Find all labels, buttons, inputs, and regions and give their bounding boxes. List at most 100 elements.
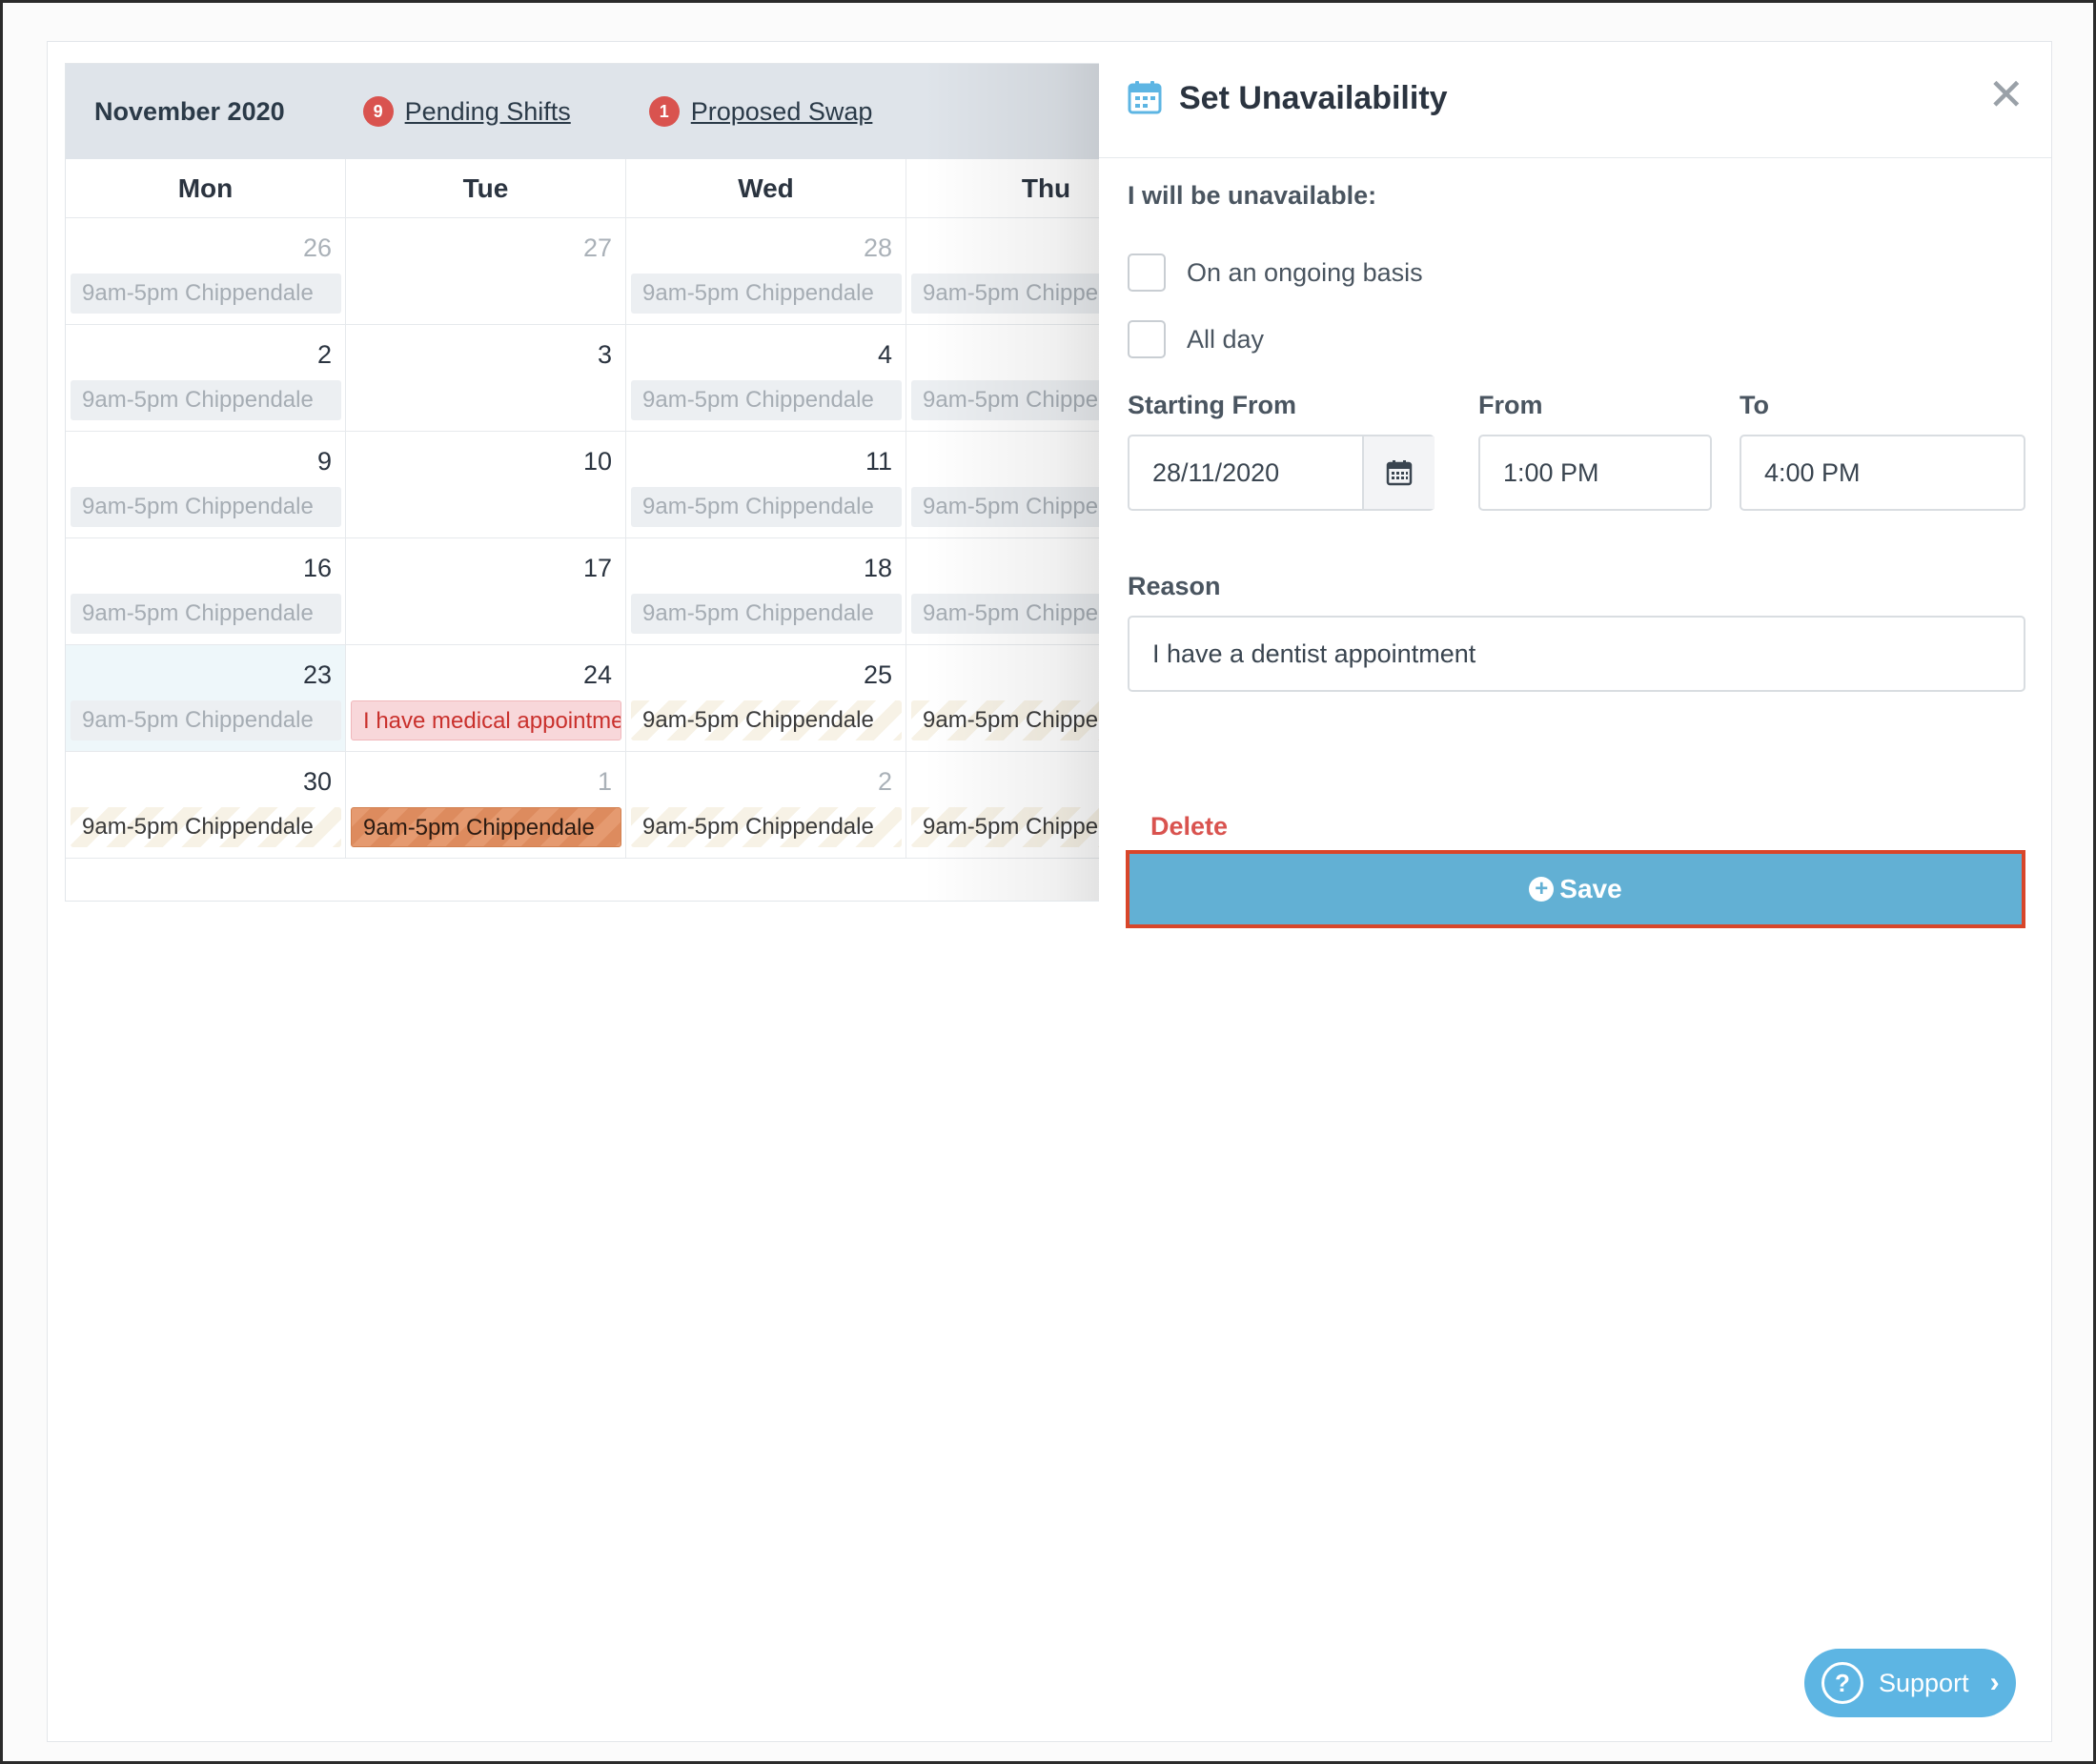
save-label: Save: [1559, 874, 1622, 903]
shift-entry[interactable]: 9am-5pm Chippendale: [71, 594, 341, 634]
ongoing-checkbox-row[interactable]: On an ongoing basis: [1128, 253, 1423, 292]
calendar-header: November 2020 9 Pending Shifts 1 Propose…: [66, 64, 1208, 159]
calendar-week-row: 9 9am-5pm Chippendale 10 11 9am-5pm Chippend…: [66, 432, 1210, 538]
shift-entry[interactable]: 9am-5pm Chippendale: [631, 380, 902, 420]
support-label: Support: [1879, 1668, 1969, 1697]
day-number: 11: [865, 447, 892, 476]
reason-label: Reason: [1128, 572, 1221, 600]
to-time-field[interactable]: 4:00 PM: [1740, 435, 2025, 511]
calendar-week-row: 23 9am-5pm Chippendale 24 I have medical ap…: [66, 645, 1210, 752]
calendar-day[interactable]: 9 9am-5pm Chippendale: [66, 432, 346, 537]
shift-entry[interactable]: 9am-5pm Chippendale: [71, 700, 341, 740]
shift-entry[interactable]: 9am-5pm Chippendale: [71, 380, 341, 420]
day-number: 18: [863, 554, 892, 582]
close-icon[interactable]: ✕: [1987, 70, 2025, 119]
ongoing-label: On an ongoing basis: [1187, 257, 1423, 287]
calendar-week-row: 16 9am-5pm Chippendale 17 18 9am-5pm Chippen…: [66, 538, 1210, 645]
calendar-day[interactable]: 10: [346, 432, 626, 537]
day-number: 30: [302, 767, 332, 796]
shift-entry[interactable]: 9am-5pm Chippendale: [631, 487, 902, 527]
calendar-day[interactable]: 18 9am-5pm Chippendale: [626, 538, 906, 644]
to-label: To: [1740, 391, 1769, 419]
pending-shifts-badge: 9: [362, 96, 394, 127]
shift-entry[interactable]: 9am-5pm Chippendale: [71, 487, 341, 527]
weekday-wed: Wed: [626, 159, 906, 217]
proposed-swap-badge: 1: [648, 96, 680, 127]
pending-shifts-link[interactable]: 9 Pending Shifts: [362, 96, 571, 127]
shift-entry[interactable]: 9am-5pm Chippendale: [631, 594, 902, 634]
date-picker-button[interactable]: [1362, 436, 1435, 509]
calendar-day[interactable]: 11 9am-5pm Chippendale: [626, 432, 906, 537]
shift-entry[interactable]: 9am-5pm Chippendale: [631, 807, 902, 847]
day-number: 27: [582, 233, 612, 262]
ongoing-checkbox[interactable]: [1128, 253, 1166, 292]
proposed-swap-label: Proposed Swap: [690, 96, 873, 126]
plus-circle-icon: +: [1529, 877, 1555, 902]
allday-checkbox[interactable]: [1128, 320, 1166, 358]
unavailable-label: I will be unavailable:: [1128, 181, 1377, 210]
month-title: November 2020: [94, 96, 285, 126]
weekday-thu: Thu: [906, 159, 1187, 217]
calendar-day[interactable]: 16 9am-5pm Chippendale: [66, 538, 346, 644]
calendar-grid-icon: [1386, 460, 1413, 486]
calendar-day[interactable]: 27: [346, 218, 626, 324]
delete-link[interactable]: Delete: [1150, 812, 1229, 841]
day-number: 3: [597, 340, 612, 369]
shift-entry[interactable]: 9am-5pm Chippendale: [631, 274, 902, 314]
unavailability-entry[interactable]: I have medical appointme: [351, 700, 621, 740]
day-number: 2: [316, 340, 332, 369]
day-number: 1: [597, 767, 612, 796]
day-number: 4: [877, 340, 892, 369]
calendar-week-row: 30 9am-5pm Chippendale 1 9am-5pm Chippendal…: [66, 752, 1210, 859]
weekday-tue: Tue: [346, 159, 626, 217]
shift-entry[interactable]: 9am-5pm Chippendale: [71, 274, 341, 314]
calendar-footer: [66, 859, 1210, 901]
calendar-day[interactable]: 2 9am-5pm Chippendale: [66, 325, 346, 431]
reason-value: I have a dentist appointment: [1152, 639, 1476, 668]
from-label: From: [1478, 391, 1543, 419]
starting-from-label: Starting From: [1128, 391, 1297, 419]
calendar-day[interactable]: 24 I have medical appointme: [346, 645, 626, 751]
day-number: 10: [582, 447, 612, 476]
app-window: November 2020 9 Pending Shifts 1 Propose…: [47, 41, 2052, 1742]
from-time-field[interactable]: 1:00 PM: [1478, 435, 1712, 511]
proposed-swap-link[interactable]: 1 Proposed Swap: [648, 96, 873, 127]
day-number: 28: [863, 233, 892, 262]
calendar: November 2020 9 Pending Shifts 1 Propose…: [65, 63, 1210, 902]
weekday-header-row: Mon Tue Wed Thu: [66, 159, 1210, 218]
calendar-day[interactable]: 1 9am-5pm Chippendale: [346, 752, 626, 858]
calendar-day[interactable]: 17: [346, 538, 626, 644]
weekday-mon: Mon: [66, 159, 346, 217]
support-button[interactable]: ? Support ›: [1804, 1649, 2016, 1717]
reason-field[interactable]: I have a dentist appointment: [1128, 616, 2025, 692]
shift-entry[interactable]: 9am-5pm Chippendale: [71, 807, 341, 847]
day-number: 16: [302, 554, 332, 582]
day-number: 23: [302, 660, 332, 689]
calendar-day[interactable]: 2 9am-5pm Chippendale: [626, 752, 906, 858]
day-number: 17: [582, 554, 612, 582]
to-time-value: 4:00 PM: [1764, 458, 1861, 487]
shift-entry[interactable]: 9am-5pm Chippendale: [631, 700, 902, 740]
day-number: 2: [877, 767, 892, 796]
calendar-day[interactable]: 3: [346, 325, 626, 431]
allday-checkbox-row[interactable]: All day: [1128, 320, 1264, 358]
chevron-right-icon: ›: [1989, 1667, 2000, 1698]
day-number: 26: [302, 233, 332, 262]
calendar-day[interactable]: 30 9am-5pm Chippendale: [66, 752, 346, 858]
calendar-day-today[interactable]: 23 9am-5pm Chippendale: [66, 645, 346, 751]
pending-shifts-label: Pending Shifts: [404, 96, 571, 126]
calendar-grid: Mon Tue Wed Thu 26 9am-5pm Chippendale 27 2…: [66, 159, 1210, 901]
calendar-day[interactable]: 4 9am-5pm Chippendale: [626, 325, 906, 431]
start-date-field[interactable]: 28/11/2020: [1128, 435, 1435, 511]
calendar-week-row: 2 9am-5pm Chippendale 3 4 9am-5pm Chippendal…: [66, 325, 1210, 432]
calendar-day[interactable]: 28 9am-5pm Chippendale: [626, 218, 906, 324]
calendar-day[interactable]: 25 9am-5pm Chippendale: [626, 645, 906, 751]
panel-header: Set Unavailability ✕: [1099, 42, 2051, 158]
save-button[interactable]: + Save: [1126, 850, 2025, 928]
day-number: 9: [316, 447, 332, 476]
shift-entry[interactable]: 9am-5pm Chippendale: [351, 807, 621, 847]
calendar-day[interactable]: 26 9am-5pm Chippendale: [66, 218, 346, 324]
calendar-icon: [1128, 81, 1162, 114]
allday-label: All day: [1187, 324, 1265, 354]
